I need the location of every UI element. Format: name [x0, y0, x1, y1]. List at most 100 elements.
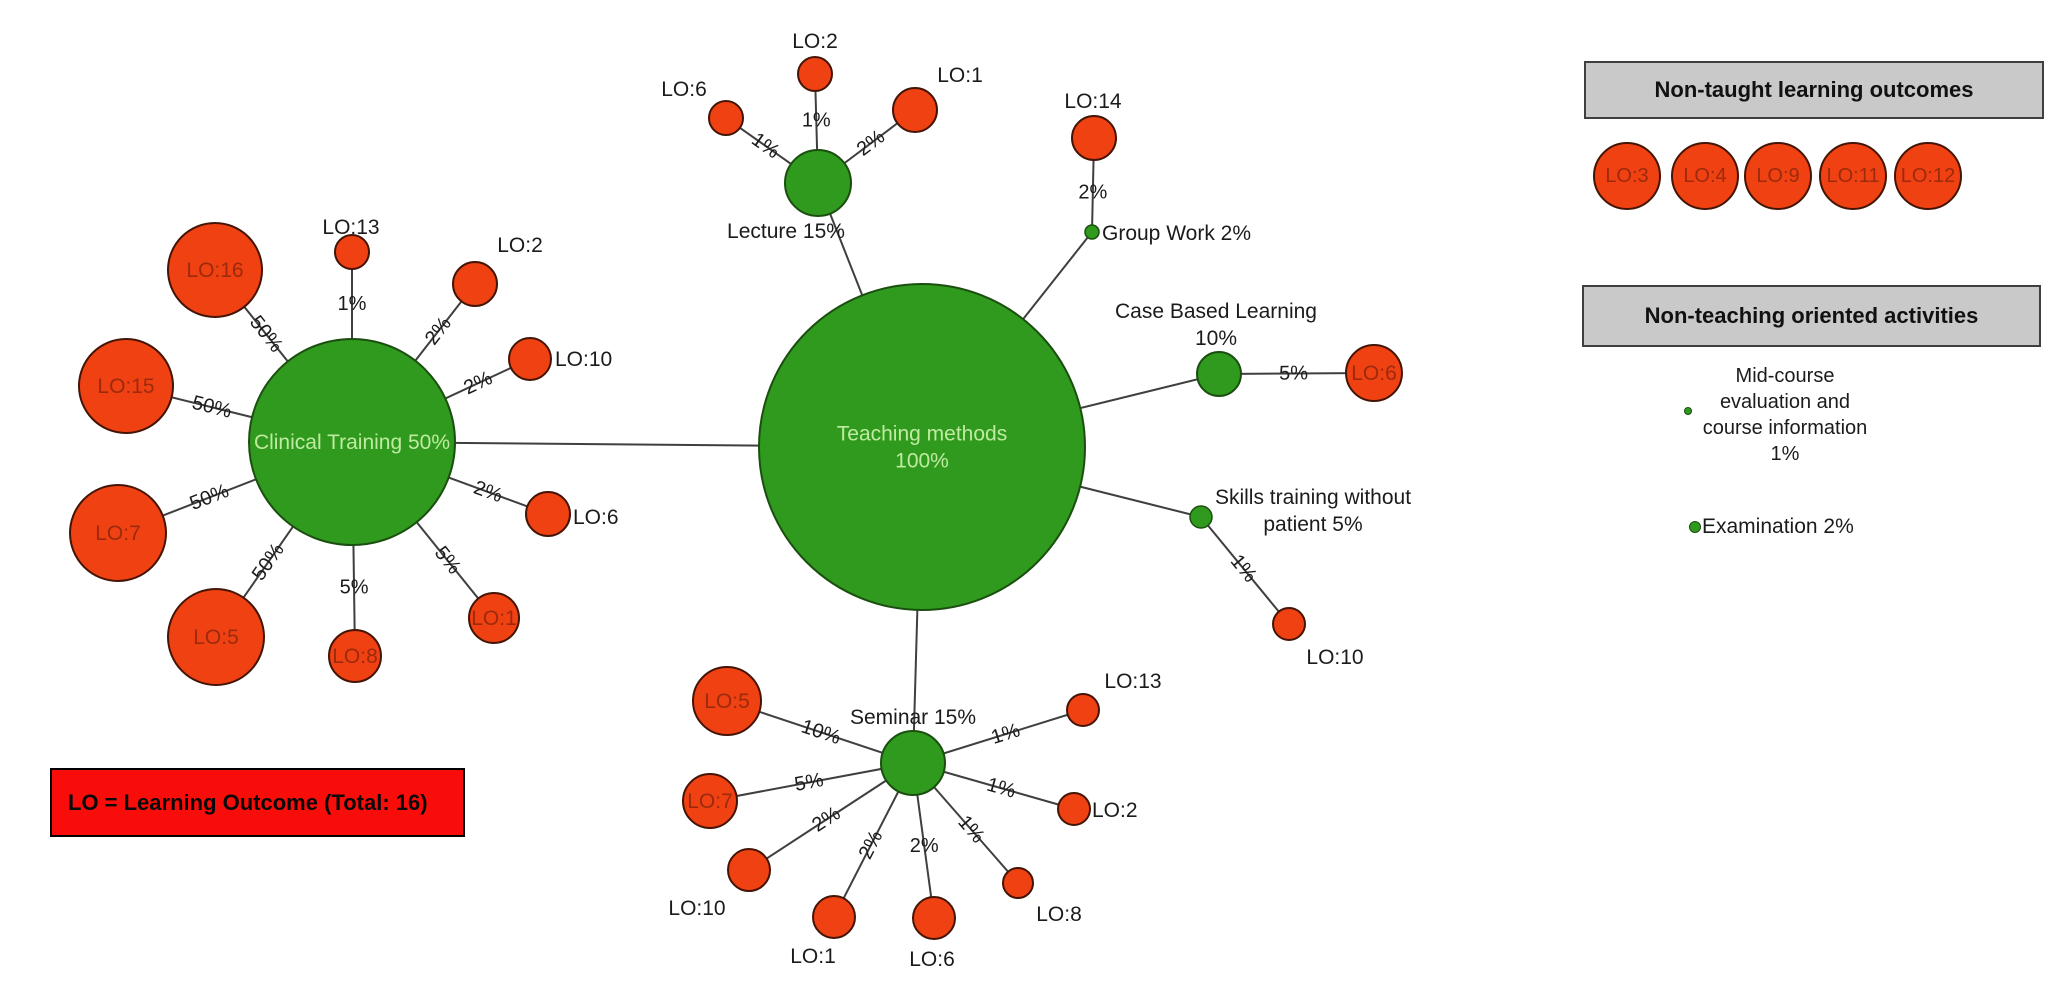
non-teaching-header: Non-teaching oriented activities	[1582, 285, 2041, 347]
edge-label-clinical-lo6c: 2%	[471, 477, 506, 508]
legend-text: LO = Learning Outcome (Total: 16)	[68, 789, 428, 815]
edge-label-seminar-lo8s: 1%	[953, 811, 989, 847]
node-label-groupdot: Group Work 2%	[1102, 222, 1251, 245]
node-lo5s	[692, 666, 762, 736]
examination-label: Examination 2%	[1702, 515, 1854, 538]
node-lo7s	[682, 773, 738, 829]
node-label-lo8s: LO:8	[1036, 903, 1082, 926]
edge-label-seminar-lo10m: 2%	[808, 802, 844, 836]
node-label-lo5c: LO:5	[193, 626, 239, 649]
edge-label-clinical-lo1c: 5%	[430, 542, 465, 578]
node-lo13c	[334, 234, 370, 270]
edge-label-lecture-lo6l: 1%	[747, 129, 783, 164]
node-lo1s	[812, 895, 856, 939]
node-groupdot	[1084, 224, 1100, 240]
node-label-teaching: Teaching methods	[837, 423, 1007, 446]
node-label-lo1s: LO:1	[790, 945, 836, 968]
node-label-lo2s: LO:2	[1092, 799, 1138, 822]
node-label-lo6c: LO:6	[573, 506, 619, 529]
node-lo7c	[69, 484, 167, 582]
node-lo6cb	[1345, 344, 1403, 402]
mid-course-line-3: course information	[1702, 417, 1868, 439]
mid-course-line-1: Mid-course	[1735, 365, 1835, 387]
non-taught-outcome-lo12: LO:12	[1894, 142, 1962, 210]
node-lo1l	[892, 87, 938, 133]
node-label-lo2c: LO:2	[497, 234, 543, 257]
node-lo10m	[727, 848, 771, 892]
node-lo6l	[708, 100, 744, 136]
node-label-lo7s: LO:7	[687, 790, 733, 813]
edge-label-seminar-lo13s: 1%	[989, 719, 1023, 749]
edge-label-clinical-lo5c: 50%	[248, 539, 289, 585]
outcome-label: LO:3	[1605, 164, 1649, 187]
non-taught-outcome-lo11: LO:11	[1819, 142, 1887, 210]
edge-label-clinical-lo13c: 1%	[338, 293, 367, 315]
node-lo2l	[797, 56, 833, 92]
edge-label-clinical-lo8c: 5%	[340, 576, 369, 598]
node-lo8c	[328, 629, 382, 683]
edge-label-skills-lo10s: 1%	[1226, 550, 1261, 586]
mid-course-label: Mid-course evaluation and course informa…	[1665, 363, 1905, 467]
edge-label-groupdot-lo14: 2%	[1078, 181, 1107, 203]
edge-label-seminar-lo5s: 10%	[798, 716, 843, 750]
edge-label-seminar-lo7s: 5%	[793, 769, 826, 796]
node-lo10s	[1272, 607, 1306, 641]
node-seminar	[880, 730, 946, 796]
node-label-clinical: Clinical Training 50%	[254, 431, 450, 454]
node-label-lo7c: LO:7	[95, 522, 141, 545]
node-lo2s	[1057, 792, 1091, 826]
node-label-lo13c: LO:13	[322, 216, 379, 239]
non-taught-outcome-lo3: LO:3	[1593, 142, 1661, 210]
edge-label-lecture-lo1l: 2%	[853, 126, 889, 161]
edge-label-clinical-lo15c: 50%	[190, 392, 234, 423]
node-skills	[1189, 505, 1213, 529]
node-lo8s	[1002, 867, 1034, 899]
node-label-lo10s: LO:10	[1306, 646, 1363, 669]
node-label-teaching: 100%	[895, 450, 949, 473]
node-lo10c	[508, 337, 552, 381]
edge-label-clinical-lo16: 50%	[245, 312, 287, 357]
node-label-cbl: 10%	[1195, 327, 1237, 350]
node-label-lo10c: LO:10	[555, 348, 612, 371]
node-label-seminar: Seminar 15%	[850, 706, 976, 729]
edge-label-cbl-lo6cb: 5%	[1279, 362, 1308, 384]
non-taught-outcome-lo9: LO:9	[1744, 142, 1812, 210]
node-lo16	[167, 222, 263, 318]
node-lecture	[784, 149, 852, 217]
examination-dot	[1689, 521, 1701, 533]
node-label-lo14: LO:14	[1064, 90, 1122, 113]
node-lo2c	[452, 261, 498, 307]
non-teaching-title: Non-teaching oriented activities	[1644, 303, 1979, 328]
nodes-layer	[69, 56, 1403, 940]
edge-label-lecture-lo2l: 1%	[802, 110, 831, 132]
node-lo5c	[167, 588, 265, 686]
edge-label-seminar-lo1s: 2%	[855, 827, 888, 863]
edge-seminar-lo7s	[709, 762, 914, 802]
node-label-lo8c: LO:8	[332, 645, 378, 668]
node-label-lo6l: LO:6	[661, 78, 707, 101]
outcome-label: LO:11	[1826, 164, 1880, 187]
legend-box: LO = Learning Outcome (Total: 16)	[50, 768, 465, 837]
mid-course-line-4: 1%	[1770, 443, 1800, 465]
node-lo1c	[468, 592, 520, 644]
outcome-label: LO:4	[1683, 164, 1727, 187]
edge-label-clinical-lo2c: 2%	[421, 313, 456, 349]
node-cbl	[1196, 351, 1242, 397]
node-teaching	[758, 283, 1086, 611]
edge-label-seminar-lo2s: 1%	[984, 774, 1018, 803]
node-label-lo1l: LO:1	[937, 64, 983, 87]
mid-course-dot	[1684, 407, 1692, 415]
non-taught-title: Non-taught learning outcomes	[1654, 77, 1974, 102]
node-label-lo15c: LO:15	[97, 375, 154, 398]
edge-label-clinical-lo7c: 50%	[187, 480, 232, 515]
node-label-lo1c: LO:1	[471, 607, 517, 630]
non-taught-header: Non-taught learning outcomes	[1584, 61, 2044, 119]
node-label-lo5s: LO:5	[704, 690, 750, 713]
node-lo15c	[78, 338, 174, 434]
edge-skills-lo10s	[1200, 516, 1290, 625]
node-label-lecture: Lecture 15%	[727, 220, 845, 243]
node-label-lo13s: LO:13	[1104, 670, 1161, 693]
edge-label-seminar-lo6s: 2%	[910, 835, 939, 857]
